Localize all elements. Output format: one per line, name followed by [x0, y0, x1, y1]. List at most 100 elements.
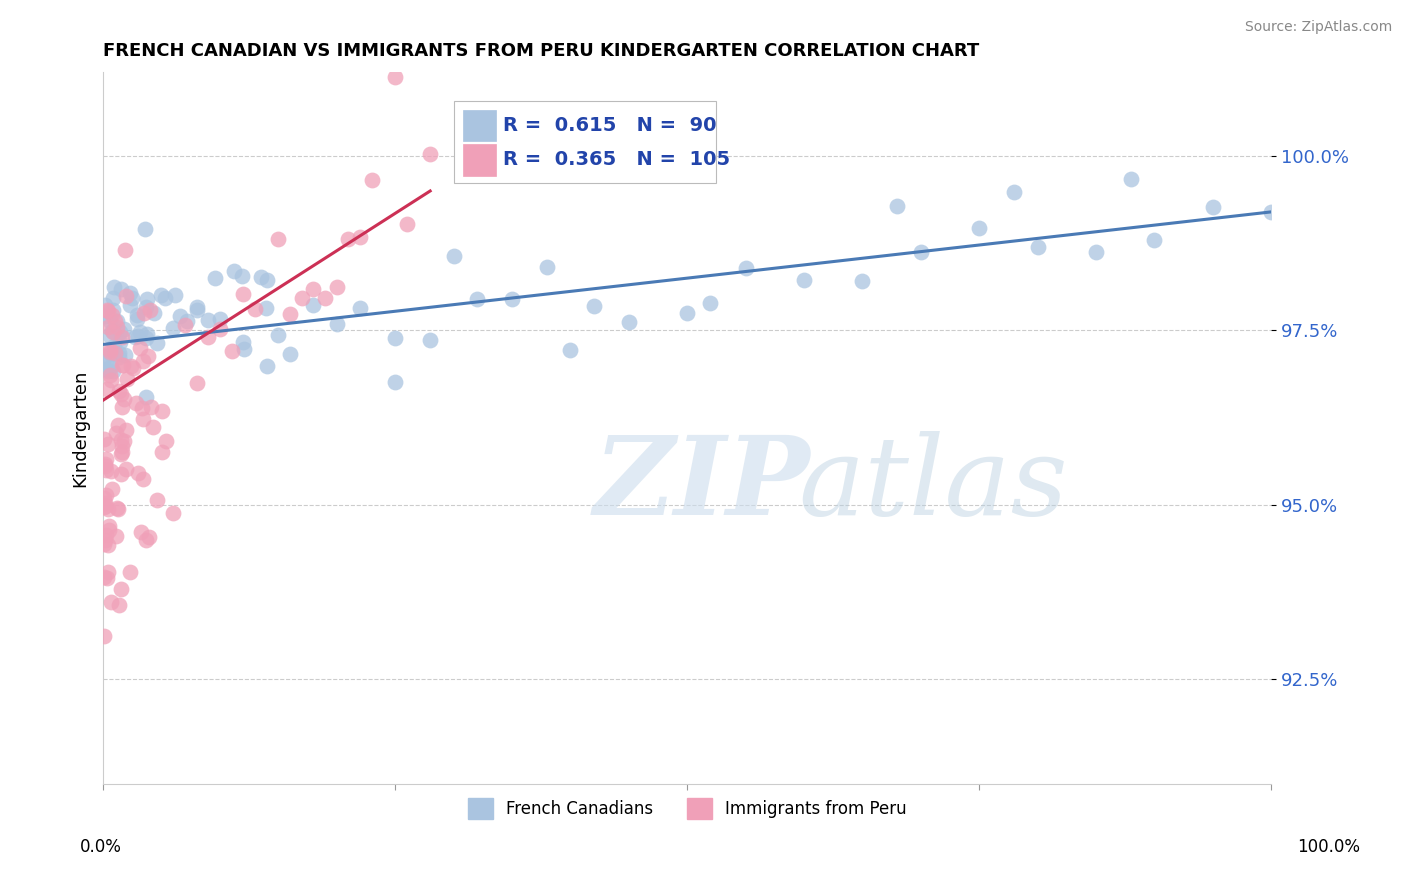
- Point: [107, 502, 129, 516]
- Point: [96, 362, 118, 376]
- Point: [135, 533, 157, 547]
- Point: [302, 282, 325, 296]
- Point: [135, 331, 157, 345]
- Point: [208, 312, 231, 326]
- Point: [112, 434, 135, 448]
- Point: [101, 325, 124, 339]
- Point: [118, 565, 141, 579]
- Point: [122, 360, 145, 375]
- Point: [267, 232, 290, 246]
- Point: [204, 271, 226, 285]
- Point: [886, 199, 908, 213]
- Point: [94, 309, 117, 323]
- Point: [243, 302, 266, 317]
- Point: [108, 350, 131, 364]
- Point: [141, 401, 163, 415]
- Point: [104, 314, 127, 328]
- Point: [302, 298, 325, 312]
- Point: [97, 437, 120, 451]
- Point: [105, 314, 128, 328]
- Point: [582, 299, 605, 313]
- Point: [419, 147, 441, 161]
- Point: [560, 343, 582, 357]
- Point: [97, 539, 120, 553]
- Point: [98, 314, 121, 328]
- Point: [118, 285, 141, 300]
- FancyBboxPatch shape: [463, 145, 495, 176]
- Point: [107, 384, 129, 398]
- Point: [138, 530, 160, 544]
- Point: [1026, 240, 1049, 254]
- Point: [96, 488, 118, 502]
- Point: [96, 463, 118, 477]
- Point: [125, 396, 148, 410]
- FancyBboxPatch shape: [454, 101, 716, 183]
- Point: [146, 492, 169, 507]
- Point: [104, 346, 127, 360]
- Point: [617, 315, 640, 329]
- Point: [105, 425, 128, 440]
- Point: [93, 500, 115, 515]
- Point: [103, 339, 125, 353]
- Point: [162, 506, 184, 520]
- Text: atlas: atlas: [799, 431, 1067, 539]
- Point: [93, 433, 115, 447]
- Point: [111, 401, 134, 415]
- Text: FRENCH CANADIAN VS IMMIGRANTS FROM PERU KINDERGARTEN CORRELATION CHART: FRENCH CANADIAN VS IMMIGRANTS FROM PERU …: [103, 42, 980, 60]
- Point: [135, 326, 157, 341]
- Point: [384, 331, 406, 345]
- Point: [94, 457, 117, 471]
- Point: [176, 314, 198, 328]
- Point: [110, 582, 132, 597]
- Point: [278, 347, 301, 361]
- Point: [676, 306, 699, 320]
- Point: [132, 412, 155, 426]
- Point: [97, 519, 120, 533]
- FancyBboxPatch shape: [463, 110, 495, 142]
- Point: [120, 359, 142, 373]
- Point: [224, 264, 246, 278]
- Point: [337, 232, 360, 246]
- Point: [325, 279, 347, 293]
- Text: Source: ZipAtlas.com: Source: ZipAtlas.com: [1244, 21, 1392, 34]
- Point: [97, 501, 120, 516]
- Point: [98, 343, 121, 357]
- Point: [93, 569, 115, 583]
- Point: [132, 306, 155, 320]
- Point: [108, 345, 131, 359]
- Point: [162, 321, 184, 335]
- Point: [111, 439, 134, 453]
- Point: [110, 282, 132, 296]
- Point: [232, 335, 254, 350]
- Point: [132, 472, 155, 486]
- Point: [104, 529, 127, 543]
- Point: [110, 445, 132, 459]
- Point: [128, 341, 150, 355]
- Point: [100, 345, 122, 359]
- Point: [349, 229, 371, 244]
- Point: [97, 566, 120, 580]
- Point: [100, 374, 122, 388]
- Point: [1084, 244, 1107, 259]
- Point: [395, 217, 418, 231]
- Point: [129, 326, 152, 340]
- Point: [97, 304, 120, 318]
- Text: ZIP: ZIP: [593, 431, 810, 539]
- Point: [100, 359, 122, 374]
- Point: [256, 359, 278, 373]
- Point: [115, 462, 138, 476]
- Point: [107, 417, 129, 432]
- Point: [208, 322, 231, 336]
- Point: [94, 459, 117, 474]
- Point: [105, 319, 128, 334]
- Point: [793, 273, 815, 287]
- Point: [325, 317, 347, 331]
- Point: [127, 328, 149, 343]
- Point: [114, 244, 136, 258]
- Point: [94, 499, 117, 513]
- Point: [135, 390, 157, 404]
- Point: [100, 595, 122, 609]
- Point: [108, 326, 131, 340]
- Point: [967, 221, 990, 235]
- Point: [349, 301, 371, 315]
